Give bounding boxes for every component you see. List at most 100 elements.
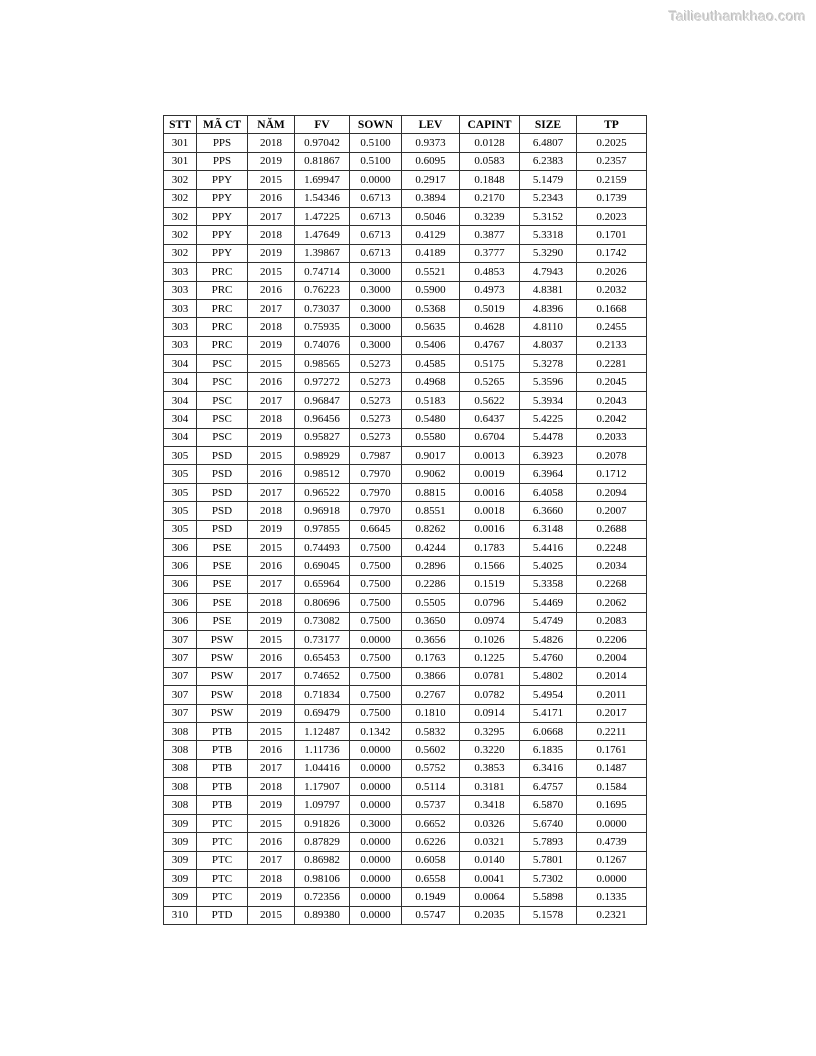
table-cell: 308 [163, 795, 197, 815]
column-header: SOWN [349, 114, 402, 135]
table-cell: 0.3000 [349, 262, 402, 282]
table-cell: 0.96522 [294, 482, 350, 503]
table-cell: 0.5100 [349, 151, 402, 172]
table-cell: 0.7500 [349, 574, 402, 595]
table-cell: 4.7943 [519, 262, 577, 282]
table-cell: 0.4973 [459, 280, 520, 300]
table-cell: 304 [163, 409, 197, 429]
table-cell: 0.1739 [576, 188, 647, 208]
table-cell: 2015 [247, 446, 295, 466]
table-cell: 0.69045 [294, 556, 350, 576]
table-cell: PPS [196, 133, 248, 153]
table-cell: 303 [163, 335, 197, 356]
table-cell: 0.2062 [576, 593, 647, 613]
table-cell: 0.2007 [576, 501, 647, 521]
table-cell: PTB [196, 795, 248, 815]
table-cell: 0.3000 [349, 317, 402, 337]
table-cell: 0.0321 [459, 832, 520, 852]
table-cell: 0.6558 [401, 869, 460, 889]
table-cell: 0.2035 [459, 905, 520, 926]
table-cell: 0.86982 [294, 850, 350, 871]
table-cell: 0.2455 [576, 317, 647, 337]
table-cell: 0.2896 [401, 556, 460, 576]
table-cell: 0.4585 [401, 354, 460, 374]
table-cell: 0.1267 [576, 850, 647, 871]
table-cell: 5.4954 [519, 685, 577, 705]
table-cell: 2016 [247, 832, 295, 852]
table-cell: PSD [196, 519, 248, 539]
table-cell: 0.97272 [294, 372, 350, 392]
table-cell: 0.1761 [576, 740, 647, 760]
table-row: 306 PSE 2016 0.69045 0.7500 0.2896 0.1566 5.402… [163, 556, 647, 576]
table-cell: 0.0000 [349, 905, 402, 926]
table-row: 305 PSD 2018 0.96918 0.7970 0.8551 0.0018 6.366… [163, 501, 647, 521]
table-cell: 0.81867 [294, 151, 350, 172]
table-row: 303 PRC 2017 0.73037 0.3000 0.5368 0.5019 4.839… [163, 298, 647, 319]
table-cell: 0.3853 [459, 758, 520, 779]
table-cell: 0.5273 [349, 354, 402, 374]
table-cell: 0.1810 [401, 703, 460, 723]
table-cell: 0.8262 [401, 519, 460, 539]
table-cell: 0.1848 [459, 170, 520, 190]
table-row: 304 PSC 2019 0.95827 0.5273 0.5580 0.6704 5.447… [163, 427, 647, 448]
table-cell: 0.2268 [576, 574, 647, 595]
table-cell: 305 [163, 464, 197, 484]
table-cell: 0.97042 [294, 133, 350, 153]
table-cell: 0.5505 [401, 593, 460, 613]
table-cell: 0.74076 [294, 335, 350, 356]
table-cell: 0.3000 [349, 280, 402, 300]
table-row: 308 PTB 2015 1.12487 0.1342 0.5832 0.3295 6.066… [163, 721, 647, 742]
table-cell: 2017 [247, 666, 295, 687]
table-cell: 5.3318 [519, 225, 577, 245]
table-cell: 2015 [247, 170, 295, 190]
table-cell: 0.5737 [401, 795, 460, 815]
table-cell: 1.69947 [294, 170, 350, 190]
table-cell: 5.2343 [519, 188, 577, 208]
table-cell: PSD [196, 446, 248, 466]
table-cell: 305 [163, 482, 197, 503]
table-cell: 2018 [247, 317, 295, 337]
table-cell: 303 [163, 298, 197, 319]
table-cell: 0.74714 [294, 262, 350, 282]
table-cell: 0.5100 [349, 133, 402, 153]
table-cell: 0.0000 [349, 869, 402, 889]
table-cell: PSW [196, 629, 248, 650]
table-cell: 0.89380 [294, 905, 350, 926]
column-header: FV [294, 114, 350, 135]
table-cell: 0.5406 [401, 335, 460, 356]
column-header: LEV [401, 114, 460, 135]
table-cell: 2015 [247, 813, 295, 834]
table-cell: 0.96918 [294, 501, 350, 521]
table-cell: 304 [163, 427, 197, 448]
table-cell: PRC [196, 317, 248, 337]
table-cell: 0.6645 [349, 519, 402, 539]
table-cell: 0.5747 [401, 905, 460, 926]
table-cell: 309 [163, 887, 197, 907]
table-cell: 2019 [247, 795, 295, 815]
table-cell: 0.7500 [349, 685, 402, 705]
table-cell: 310 [163, 905, 197, 926]
table-cell: 2017 [247, 850, 295, 871]
table-cell: 0.3000 [349, 813, 402, 834]
table-row: 302 PPY 2016 1.54346 0.6713 0.3894 0.2170 5.234… [163, 188, 647, 208]
table-cell: 306 [163, 593, 197, 613]
table-cell: 0.5175 [459, 354, 520, 374]
table-cell: 0.0019 [459, 464, 520, 484]
table-cell: PTD [196, 905, 248, 926]
table-cell: 2016 [247, 188, 295, 208]
table-cell: PTC [196, 850, 248, 871]
table-body: 301 PPS 2018 0.97042 0.5100 0.9373 0.0128 6.480… [163, 133, 647, 926]
table-cell: 0.0583 [459, 151, 520, 172]
table-cell: 0.0781 [459, 666, 520, 687]
table-cell: PSE [196, 574, 248, 595]
table-row: 303 PRC 2018 0.75935 0.3000 0.5635 0.4628 4.811… [163, 317, 647, 337]
table-cell: 0.3000 [349, 298, 402, 319]
table-cell: 0.0000 [349, 629, 402, 650]
table-cell: 309 [163, 850, 197, 871]
table-cell: 306 [163, 574, 197, 595]
table-cell: 0.6713 [349, 225, 402, 245]
table-cell: 0.2286 [401, 574, 460, 595]
table-cell: 0.72356 [294, 887, 350, 907]
table-cell: 0.6713 [349, 206, 402, 227]
